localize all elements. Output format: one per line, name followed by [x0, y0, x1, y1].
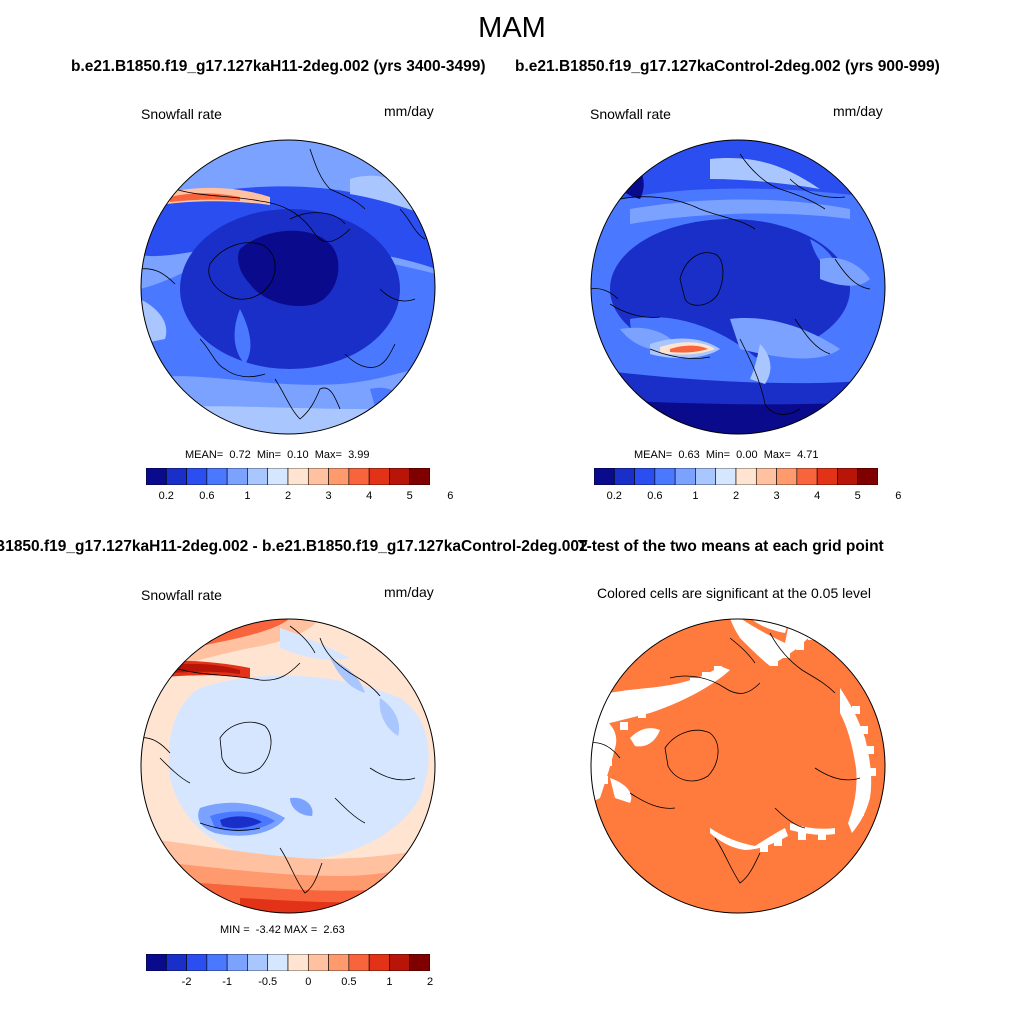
panel1-colorbar-swatch [368, 468, 390, 485]
panel2-colorbar-tick-label: 3 [773, 490, 780, 502]
panel2-stats: MEAN= 0.63 Min= 0.00 Max= 4.71 [634, 449, 819, 461]
panel2-colorbar-tick-label: 2 [732, 490, 740, 502]
panel2-colorbar-tick-label: 0.6 [647, 490, 663, 502]
panel3-colorbar-ticks: -2 -1 -0.5 0 0.5 1 2 [146, 976, 434, 990]
panel3-colorbar-tick-label: -1 [222, 976, 233, 988]
panel3-colorbar-swatch [328, 954, 350, 971]
panel1-colorbar-swatch [206, 468, 228, 485]
panel1-colorbar-swatch [267, 468, 289, 485]
panel1-colorbar-tick-label: 2 [284, 490, 292, 502]
panel2-colorbar-swatch [816, 468, 838, 485]
panel3-colorbar-tick-label: -0.5 [258, 976, 278, 988]
panel3-colorbar-tick-label: 0.5 [341, 976, 357, 988]
diff-header: B1850.f19_g17.127kaH11-2deg.002 - b.e21.… [0, 538, 588, 555]
panel2-colorbar [594, 468, 878, 485]
panel2-colorbar-swatch [634, 468, 656, 485]
panel2-variable: Snowfall rate [590, 106, 671, 122]
panel1-colorbar-tick-label: 1 [244, 490, 251, 502]
panel2-colorbar-swatch [857, 468, 878, 485]
panel3-colorbar-swatch [368, 954, 390, 971]
panel3-colorbar-swatch [165, 954, 187, 971]
panel1-colorbar-tick-label: 4 [366, 490, 373, 502]
panel2-map [590, 139, 886, 435]
panel2-colorbar-ticks: 0.2 0.6 1 2 3 4 5 6 [594, 490, 902, 504]
panel3-stats: MIN = -3.42 MAX = 2.63 [220, 924, 345, 936]
panel2-colorbar-swatch [837, 468, 859, 485]
panel1-units: mm/day [384, 103, 434, 119]
panel3-colorbar-tick-label: 1 [386, 976, 393, 988]
panel2-colorbar-tick-label: 0.2 [606, 490, 622, 502]
panel3-colorbar-tick-label: 0 [305, 976, 312, 988]
panel1-colorbar-swatch [287, 468, 309, 485]
panel2-colorbar-swatch [735, 468, 757, 485]
panel1-colorbar-swatch [307, 468, 329, 485]
panel1-stats: MEAN= 0.72 Min= 0.10 Max= 3.99 [185, 449, 370, 461]
panel2-colorbar-swatch [755, 468, 777, 485]
panel1-colorbar-swatch [146, 468, 167, 485]
panel1-colorbar [146, 468, 430, 485]
panel1-colorbar-ticks: 0.2 0.6 1 2 3 4 5 6 [146, 490, 454, 504]
panel2-colorbar-swatch [654, 468, 676, 485]
panel3-colorbar-tick-label: -2 [181, 976, 192, 988]
panel1-map [140, 139, 436, 435]
panel3-colorbar-tick-label: 2 [426, 976, 434, 988]
panel3-colorbar-swatch [307, 954, 329, 971]
panel1-colorbar-swatch [348, 468, 370, 485]
panel3-units: mm/day [384, 584, 434, 600]
case2-header: b.e21.B1850.f19_g17.127kaControl-2deg.00… [515, 58, 940, 75]
panel3-colorbar-swatch [247, 954, 269, 971]
panel3-colorbar-swatch [206, 954, 228, 971]
panel2-colorbar-tick-label: 1 [692, 490, 699, 502]
panel3-colorbar-swatch [186, 954, 208, 971]
panel1-colorbar-swatch [247, 468, 269, 485]
panel1-colorbar-swatch [409, 468, 430, 485]
panel2-colorbar-swatch [613, 468, 635, 485]
panel1-colorbar-tick-label: 0.2 [158, 490, 174, 502]
panel2-colorbar-tick-label: 5 [854, 490, 861, 502]
figure-title: MAM [478, 12, 546, 44]
panel3-map [140, 618, 436, 914]
panel1-colorbar-swatch [389, 468, 411, 485]
panel1-colorbar-swatch [186, 468, 208, 485]
panel2-units: mm/day [833, 103, 883, 119]
panel1-colorbar-tick-label: 0.6 [199, 490, 215, 502]
panel1-colorbar-swatch [226, 468, 248, 485]
panel3-colorbar-swatch [409, 954, 430, 971]
panel3-variable: Snowfall rate [141, 587, 222, 603]
panel3-colorbar-swatch [226, 954, 248, 971]
panel3-colorbar-swatch [267, 954, 289, 971]
panel3-colorbar-swatch [389, 954, 411, 971]
panel2-colorbar-swatch [674, 468, 696, 485]
ttest-header: T-test of the two means at each grid poi… [578, 538, 884, 555]
panel2-colorbar-swatch [796, 468, 818, 485]
panel3-colorbar-swatch [348, 954, 370, 971]
panel2-colorbar-swatch [715, 468, 737, 485]
panel2-colorbar-swatch [695, 468, 717, 485]
panel2-colorbar-swatch [776, 468, 798, 485]
panel4-map [590, 618, 886, 914]
panel1-colorbar-swatch [165, 468, 187, 485]
panel1-colorbar-tick-label: 3 [325, 490, 332, 502]
panel1-colorbar-tick-label: 5 [406, 490, 413, 502]
panel2-colorbar-tick-label: 6 [895, 490, 902, 502]
panel1-colorbar-swatch [328, 468, 350, 485]
panel2-colorbar-tick-label: 4 [814, 490, 821, 502]
panel3-colorbar-swatch [146, 954, 167, 971]
case1-header: b.e21.B1850.f19_g17.127kaH11-2deg.002 (y… [71, 58, 486, 75]
panel3-colorbar-swatch [287, 954, 309, 971]
panel3-colorbar [146, 954, 430, 971]
panel1-colorbar-tick-label: 6 [447, 490, 454, 502]
panel2-colorbar-swatch [594, 468, 615, 485]
panel4-subtitle: Colored cells are significant at the 0.0… [597, 585, 871, 601]
panel1-variable: Snowfall rate [141, 106, 222, 122]
